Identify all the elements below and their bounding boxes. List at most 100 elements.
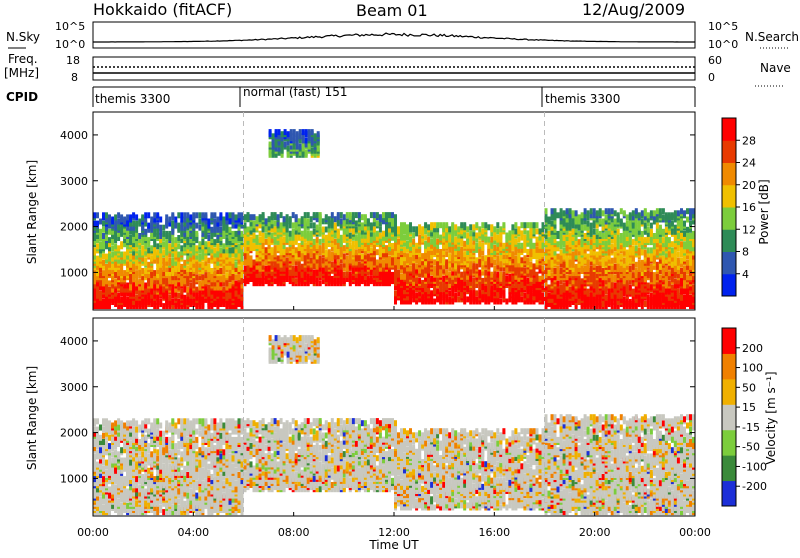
power-cell [346, 218, 349, 224]
power-cell [277, 214, 280, 220]
power-cell [599, 231, 602, 237]
power-cell [283, 237, 286, 243]
power-cell [238, 243, 241, 249]
power-cell [114, 243, 117, 249]
power-cell [349, 243, 352, 249]
power-cell [578, 214, 581, 220]
power-cell [367, 253, 370, 259]
power-cell [611, 258, 614, 264]
power-cell [177, 243, 180, 249]
power-cell [265, 239, 268, 245]
power-cell [253, 214, 256, 220]
power-cell [171, 237, 174, 243]
power-cell [385, 212, 388, 218]
power-cell [370, 212, 373, 218]
power-cell [602, 219, 605, 225]
power-cell [96, 256, 99, 262]
power-cell [114, 278, 117, 284]
power-cell [247, 212, 250, 218]
power-cell [126, 297, 129, 303]
power-cell [207, 264, 210, 270]
power-cell [442, 276, 445, 282]
power-cell [298, 227, 301, 233]
power-cell [466, 233, 469, 239]
power-cell [391, 243, 394, 249]
power-cell [602, 258, 605, 264]
power-cell [584, 225, 587, 231]
power-cell [472, 224, 475, 230]
power-cell [207, 219, 210, 225]
power-cell [159, 217, 162, 223]
power-cell [319, 212, 322, 218]
power-cell [376, 260, 379, 266]
power-cell [418, 224, 421, 230]
power-cell [403, 247, 406, 253]
power-cell [523, 222, 526, 228]
power-cell [397, 226, 400, 232]
power-cell [177, 212, 180, 218]
power-cell [469, 224, 472, 230]
power-cell [572, 229, 575, 235]
power-cell [526, 230, 529, 236]
cpid-panel: CPID themis 3300 normal (fast) 151 themi… [6, 85, 695, 107]
power-cell [346, 212, 349, 218]
power-cell [304, 243, 307, 249]
freq-tick-low: 8 [71, 71, 78, 84]
power-cell [487, 237, 490, 243]
power-cell [505, 299, 508, 305]
power-cell [370, 222, 373, 228]
power-cell [274, 278, 277, 284]
power-cell [213, 270, 216, 276]
power-cell [376, 212, 379, 218]
power-cell [526, 257, 529, 263]
power-cell [523, 235, 526, 241]
power-cell [584, 208, 587, 214]
power-cell [222, 243, 225, 249]
power-cell [274, 220, 277, 226]
power-cell [394, 230, 397, 236]
power-cell [388, 255, 391, 261]
power-cell [117, 219, 120, 225]
power-cell [301, 231, 304, 237]
power-cell [337, 229, 340, 235]
power-cell [596, 210, 599, 216]
power-cell [204, 212, 207, 218]
nave-label: Nave [760, 61, 791, 75]
power-cell [322, 218, 325, 224]
power-cell [117, 245, 120, 251]
power-cell [349, 212, 352, 218]
power-cell [548, 293, 551, 299]
power-cell [617, 212, 620, 218]
power-cell [617, 229, 620, 235]
nsearch-label: N.Search [745, 30, 799, 44]
power-cell [117, 212, 120, 218]
power-cell [171, 221, 174, 227]
power-cell [475, 257, 478, 263]
power-cell [265, 233, 268, 239]
power-cell [186, 231, 189, 237]
power-cell [198, 280, 201, 286]
power-cell [235, 214, 238, 220]
power-cell [551, 221, 554, 227]
power-cell [156, 243, 159, 249]
power-cell [328, 216, 331, 222]
power-cell [141, 268, 144, 274]
power-cell [105, 264, 108, 270]
power-cell [102, 212, 105, 218]
power-cell [313, 270, 316, 276]
power-cell [171, 299, 174, 305]
power-cell [394, 245, 397, 251]
power-cell [409, 266, 412, 272]
power-cell [162, 231, 165, 237]
power-cell [120, 214, 123, 220]
power-cell [168, 258, 171, 264]
power-cell [259, 214, 262, 220]
power-cell [319, 255, 322, 261]
power-cell [505, 276, 508, 282]
power-cell [520, 243, 523, 249]
power-cell [310, 216, 313, 222]
power-cell [222, 287, 225, 293]
power-cell [274, 245, 277, 251]
power-cell [265, 227, 268, 233]
power-cell [496, 235, 499, 241]
